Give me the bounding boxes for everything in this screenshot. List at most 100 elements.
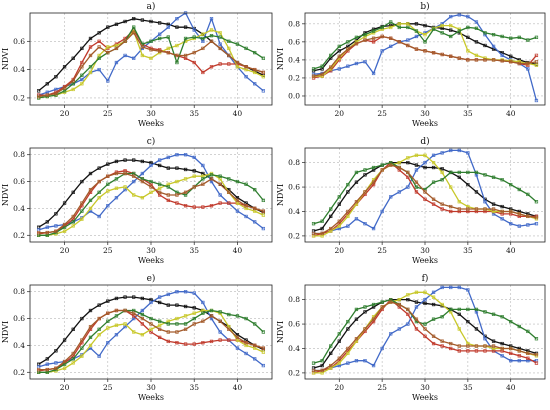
- data-point: [157, 327, 162, 331]
- x-tick-label: 30: [420, 109, 430, 118]
- data-point: [354, 217, 359, 221]
- data-point: [346, 64, 350, 68]
- data-point: [157, 49, 162, 53]
- data-point: [491, 44, 496, 49]
- data-point: [354, 180, 359, 184]
- series-line: [313, 298, 537, 369]
- data-point: [457, 327, 461, 331]
- panel-1: 20 25 30 35 40 0.2 0.4 0.6 a) Weeks NDVI: [1, 1, 273, 128]
- data-point: [534, 60, 539, 64]
- data-point: [88, 206, 93, 211]
- x-tick-label: 20: [335, 246, 345, 255]
- data-point: [235, 42, 240, 46]
- data-point: [261, 198, 266, 203]
- data-point: [192, 322, 196, 326]
- data-point: [466, 170, 470, 175]
- data-point: [474, 190, 479, 194]
- data-point: [106, 204, 110, 208]
- data-point: [500, 217, 504, 221]
- y-tick-label: 0.8: [288, 295, 300, 304]
- data-point: [123, 322, 127, 326]
- data-point: [311, 368, 316, 373]
- x-tick-label: 35: [463, 383, 473, 392]
- data-point: [97, 196, 101, 200]
- data-point: [253, 187, 257, 192]
- data-point: [261, 209, 266, 213]
- data-point: [62, 359, 67, 364]
- data-point: [183, 167, 188, 172]
- data-point: [166, 35, 170, 39]
- data-point: [337, 67, 341, 71]
- data-point: [218, 62, 222, 66]
- data-point: [320, 231, 324, 236]
- data-point: [414, 305, 419, 309]
- data-point: [261, 346, 266, 350]
- data-point: [71, 224, 75, 228]
- data-point: [397, 25, 401, 30]
- data-point: [71, 361, 75, 365]
- data-point: [36, 230, 41, 235]
- data-point: [354, 61, 359, 66]
- data-point: [371, 302, 376, 307]
- data-point: [500, 209, 504, 214]
- data-point: [509, 351, 513, 356]
- data-point: [329, 65, 333, 69]
- series-6: [36, 308, 266, 372]
- data-point: [431, 295, 436, 299]
- data-point: [311, 361, 316, 365]
- data-point: [474, 170, 479, 175]
- x-tick-label: 35: [463, 246, 473, 255]
- data-point: [192, 185, 196, 189]
- data-point: [457, 349, 461, 353]
- x-tick-label: 25: [103, 246, 113, 255]
- data-point: [466, 307, 470, 312]
- data-point: [371, 317, 376, 321]
- y-tick-label: 0.4: [288, 207, 300, 216]
- x-tick-label: 20: [60, 246, 70, 255]
- data-point: [320, 219, 324, 223]
- data-point: [244, 75, 248, 79]
- panel-5: 20 25 30 35 40 0.2 0.4 0.6 0.8 e) Weeks NDVI: [1, 273, 273, 402]
- data-point: [71, 87, 75, 92]
- x-axis-label: Weeks: [412, 119, 438, 128]
- data-point: [88, 53, 93, 58]
- panel-title: a): [147, 1, 156, 12]
- data-point: [363, 38, 367, 42]
- data-point: [483, 207, 487, 211]
- data-point: [397, 40, 401, 44]
- data-point: [123, 295, 127, 299]
- data-point: [183, 314, 188, 318]
- data-point: [97, 316, 101, 321]
- y-tick-label: 0.8: [288, 158, 300, 167]
- data-point: [500, 354, 504, 358]
- data-point: [201, 163, 205, 168]
- data-point: [363, 310, 367, 314]
- data-point: [526, 214, 530, 219]
- data-point: [218, 319, 222, 323]
- data-point: [149, 179, 153, 184]
- data-point: [114, 159, 119, 164]
- data-point: [509, 36, 513, 40]
- panel-6: 20 25 30 35 40 0.2 0.4 0.6 0.8 f) Weeks NDVI: [276, 273, 546, 402]
- data-point: [371, 180, 376, 184]
- data-point: [423, 165, 427, 170]
- data-point: [483, 43, 487, 48]
- data-point: [166, 25, 170, 29]
- data-point: [509, 60, 513, 64]
- data-point: [80, 209, 84, 213]
- data-point: [320, 359, 324, 363]
- y-tick-label: 0.6: [13, 37, 25, 46]
- x-axis-label: Weeks: [138, 256, 164, 265]
- data-point: [140, 53, 145, 58]
- series-line: [313, 21, 537, 70]
- data-point: [218, 46, 222, 51]
- x-tick-label: 35: [189, 109, 199, 118]
- y-axis-label: NDVI: [1, 48, 10, 70]
- data-point: [483, 173, 487, 177]
- data-point: [97, 214, 101, 219]
- data-point: [192, 169, 196, 173]
- y-tick-label: 0.6: [13, 177, 25, 186]
- data-point: [346, 224, 350, 228]
- data-point: [346, 47, 350, 51]
- data-point: [80, 60, 84, 65]
